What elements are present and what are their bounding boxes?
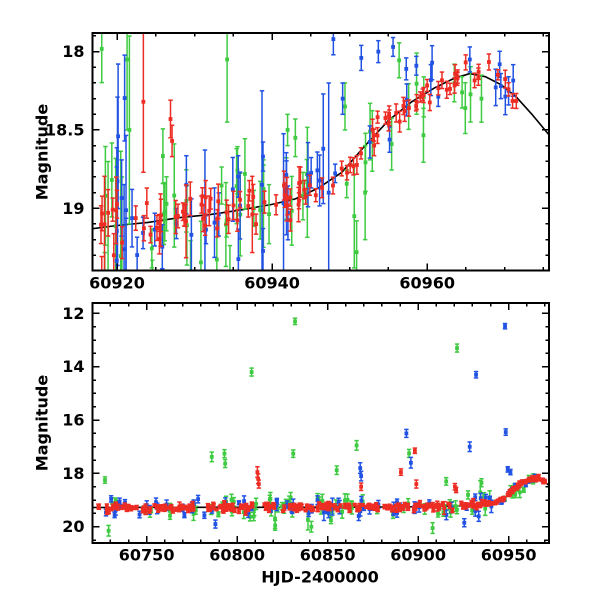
top-panel-y-axis-label: Magnitude	[32, 103, 52, 201]
x-tick-label: 60900	[390, 546, 446, 565]
x-tick-label: 60800	[209, 546, 265, 565]
series-band-red	[96, 447, 547, 516]
panel-zoom-panel: 60920 60940 60960 18 18.5 19	[45, 32, 550, 293]
x-tick-label: 60750	[119, 546, 175, 565]
bottom-panel-y-axis-label: Magnitude	[32, 374, 52, 472]
y-tick-label: 20	[62, 517, 84, 536]
x-tick-label: 60920	[89, 274, 145, 293]
y-tick-label: 16	[62, 411, 84, 430]
y-tick-label: 18	[62, 42, 84, 61]
y-tick-label: 18	[62, 464, 84, 483]
x-tick-label: 60960	[399, 274, 455, 293]
series-band-red	[98, 33, 519, 271]
y-tick-label: 18.5	[45, 120, 84, 139]
plot-area	[92, 33, 549, 271]
y-tick-label: 14	[62, 357, 84, 376]
axes-frame	[91, 302, 550, 544]
panel-full-campaign-panel: 60750 60800 60850 60900 60950 12 14 16 18 20	[62, 302, 550, 565]
x-tick-label: 60940	[244, 274, 300, 293]
x-tick-label: 60850	[300, 546, 356, 565]
axes-frame	[91, 32, 550, 272]
plot-area	[92, 317, 549, 537]
x-tick-label: 60950	[481, 546, 537, 565]
y-tick-label: 12	[62, 304, 84, 323]
x-axis-label: HJD-2400000	[261, 567, 379, 587]
y-tick-label: 19	[62, 199, 84, 218]
series-band-blue	[103, 322, 546, 529]
